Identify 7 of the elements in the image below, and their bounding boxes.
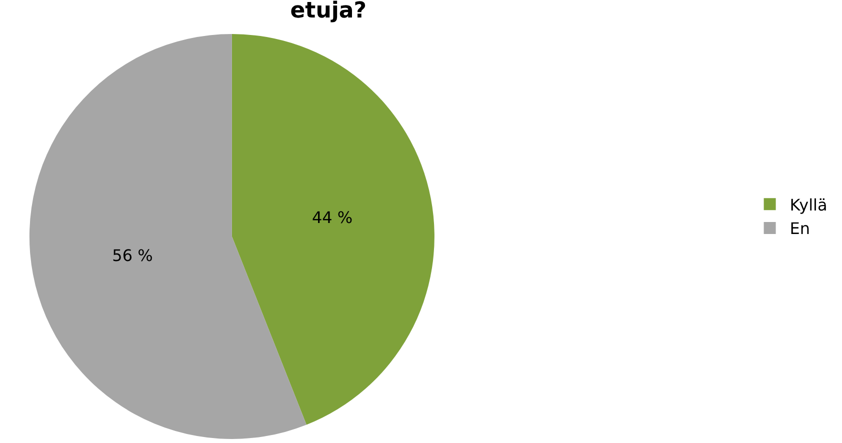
data-label: 56 % (112, 246, 153, 265)
data-label: 44 % (312, 208, 353, 227)
pie-slice (232, 34, 434, 425)
legend-label: En (790, 219, 810, 238)
legend-label: Kyllä (790, 195, 828, 214)
pie-slice (30, 34, 306, 439)
chart-title: etuja? (290, 0, 367, 24)
